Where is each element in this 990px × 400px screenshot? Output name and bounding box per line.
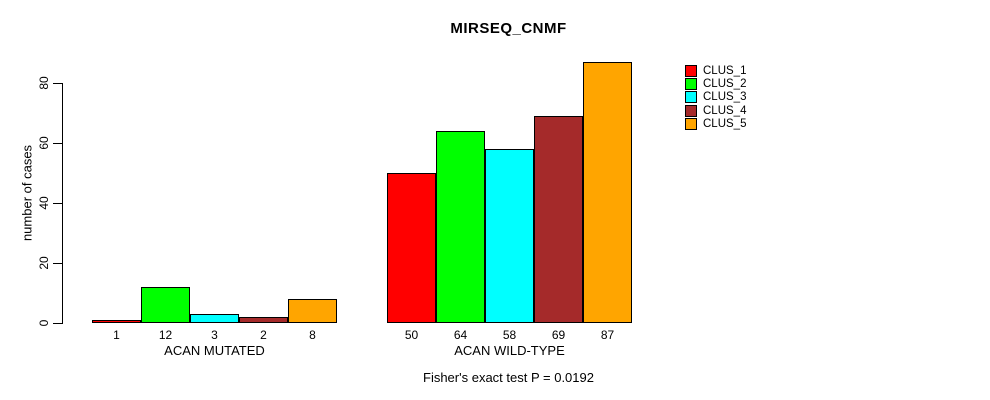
bar-value-label: 3: [211, 328, 218, 342]
bar-clus-2-acan-wild-type: [436, 131, 485, 323]
y-tick-label: 0: [37, 319, 51, 327]
y-axis-line: [62, 83, 63, 324]
legend: CLUS_1 CLUS_2 CLUS_3 CLUS_4 CLUS_5: [685, 64, 746, 131]
y-tick-mark: [53, 323, 62, 324]
legend-swatch-clus-2: [685, 78, 697, 91]
stats-caption: Fisher's exact test P = 0.0192: [423, 370, 594, 385]
y-tick-label: 80: [37, 76, 51, 90]
y-axis-label: number of cases: [19, 144, 35, 242]
bar-clus-1-acan-wild-type: [387, 173, 436, 323]
legend-swatch-clus-4: [685, 104, 697, 117]
y-tick-label: 40: [37, 196, 51, 210]
y-tick-label: 60: [37, 136, 51, 150]
bar-value-label: 58: [502, 328, 517, 342]
bar-clus-4-acan-mutated: [239, 317, 288, 323]
legend-label: CLUS_2: [703, 78, 747, 91]
y-tick-label: 20: [37, 256, 51, 270]
y-tick-mark: [53, 83, 62, 84]
bar-value-label: 1: [113, 328, 120, 342]
legend-swatch-clus-3: [685, 91, 697, 104]
bar-value-label: 8: [309, 328, 316, 342]
y-tick-mark: [53, 203, 62, 204]
legend-label: CLUS_3: [703, 91, 747, 104]
y-tick-mark: [53, 143, 62, 144]
bar-clus-3-acan-mutated: [190, 314, 239, 323]
legend-label: CLUS_4: [703, 104, 747, 117]
x-group-label-acan-mutated: ACAN MUTATED: [164, 343, 265, 358]
legend-item-clus-1: CLUS_1: [685, 64, 746, 77]
legend-item-clus-5: CLUS_5: [685, 118, 746, 131]
legend-item-clus-2: CLUS_2: [685, 77, 747, 91]
bar-value-label: 50: [404, 328, 419, 342]
bar-clus-5-acan-wild-type: [583, 62, 632, 323]
bar-clus-5-acan-mutated: [288, 299, 337, 323]
bar-clus-4-acan-wild-type: [534, 116, 583, 323]
y-tick-mark: [53, 263, 62, 264]
bar-value-label: 64: [453, 328, 468, 342]
bar-value-label: 2: [260, 328, 267, 342]
bar-clus-1-acan-mutated: [92, 320, 141, 323]
chart-title: MIRSEQ_CNMF: [450, 20, 567, 37]
legend-swatch-clus-5: [685, 118, 697, 131]
bar-clus-3-acan-wild-type: [485, 149, 534, 323]
bar-value-label: 12: [158, 328, 173, 342]
x-group-label-acan-wild-type: ACAN WILD-TYPE: [454, 343, 565, 358]
legend-label: CLUS_5: [703, 118, 747, 131]
legend-item-clus-4: CLUS_4: [685, 104, 746, 117]
legend-item-clus-3: CLUS_3: [685, 91, 746, 104]
bar-value-label: 69: [551, 328, 566, 342]
legend-label: CLUS_1: [703, 64, 747, 77]
legend-swatch-clus-1: [685, 64, 697, 77]
bar-clus-2-acan-mutated: [141, 287, 190, 323]
bar-value-label: 87: [600, 328, 615, 342]
